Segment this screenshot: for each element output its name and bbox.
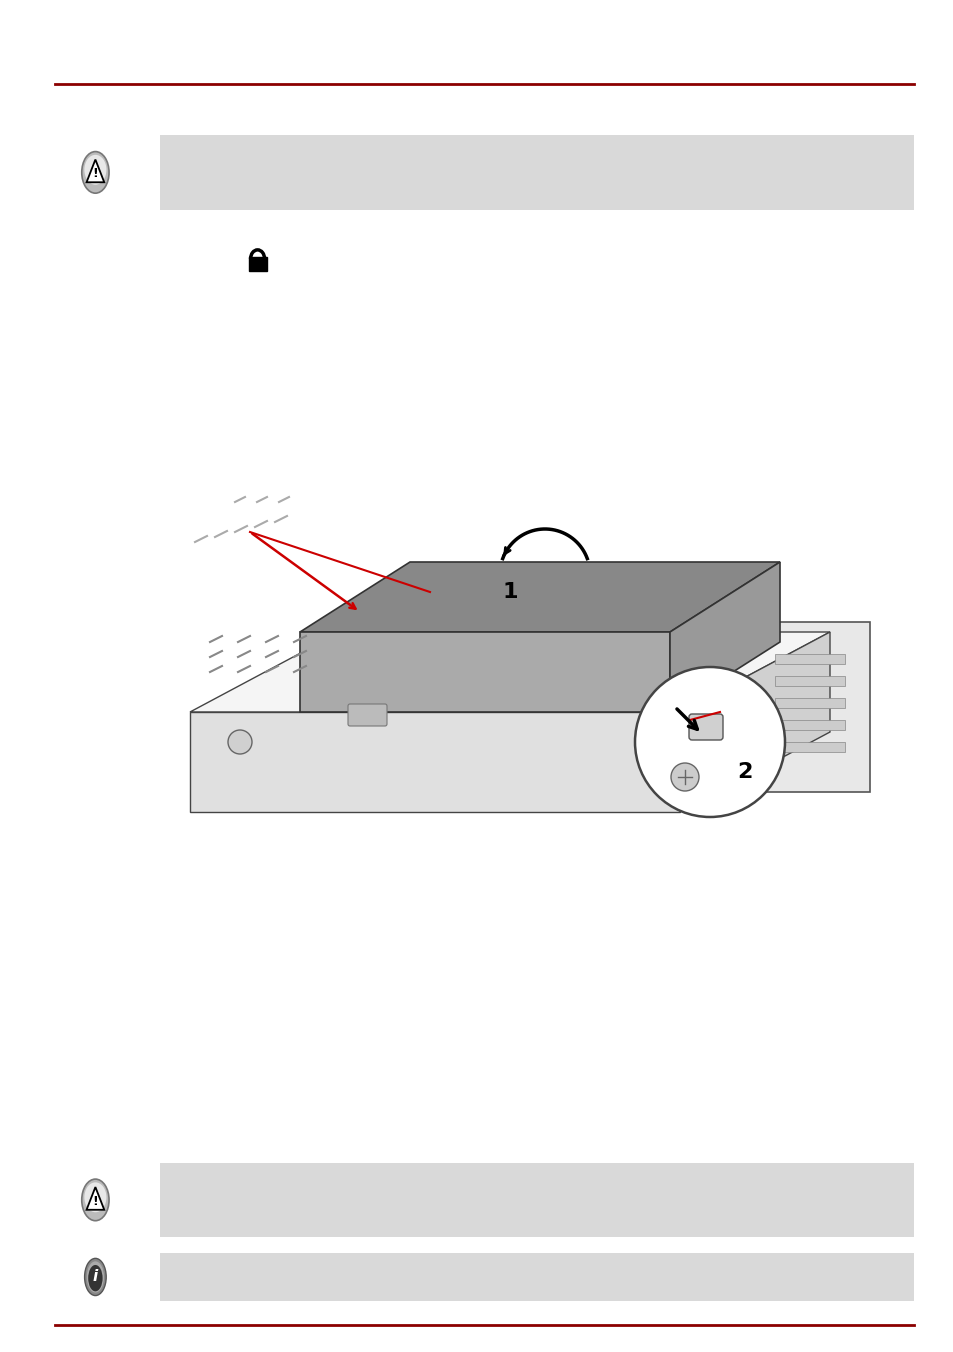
Bar — [160, 135, 913, 210]
Bar — [774, 698, 844, 708]
Ellipse shape — [84, 155, 107, 185]
Polygon shape — [190, 713, 679, 813]
Bar — [774, 676, 844, 685]
Ellipse shape — [88, 1265, 103, 1291]
Text: 2: 2 — [737, 763, 752, 781]
Text: !: ! — [92, 1195, 98, 1207]
Bar — [249, 257, 266, 270]
FancyBboxPatch shape — [688, 714, 722, 740]
Ellipse shape — [84, 1183, 107, 1213]
Text: !: ! — [92, 168, 98, 180]
Polygon shape — [679, 631, 829, 813]
Polygon shape — [87, 160, 104, 183]
FancyBboxPatch shape — [348, 704, 387, 726]
Bar — [160, 1163, 913, 1237]
Ellipse shape — [85, 1259, 106, 1295]
Polygon shape — [87, 1187, 104, 1210]
Circle shape — [635, 667, 784, 817]
Polygon shape — [669, 562, 780, 713]
Polygon shape — [190, 631, 829, 713]
Ellipse shape — [82, 1179, 109, 1221]
Polygon shape — [299, 562, 780, 631]
Bar — [160, 1253, 913, 1301]
Ellipse shape — [82, 151, 109, 193]
Polygon shape — [299, 631, 669, 713]
Circle shape — [228, 730, 252, 754]
Text: i: i — [92, 1270, 98, 1284]
Ellipse shape — [87, 1261, 104, 1293]
Text: 1: 1 — [501, 581, 517, 602]
Bar — [774, 742, 844, 752]
Polygon shape — [749, 622, 869, 792]
Bar — [774, 721, 844, 730]
Circle shape — [670, 763, 699, 791]
Bar — [774, 654, 844, 664]
